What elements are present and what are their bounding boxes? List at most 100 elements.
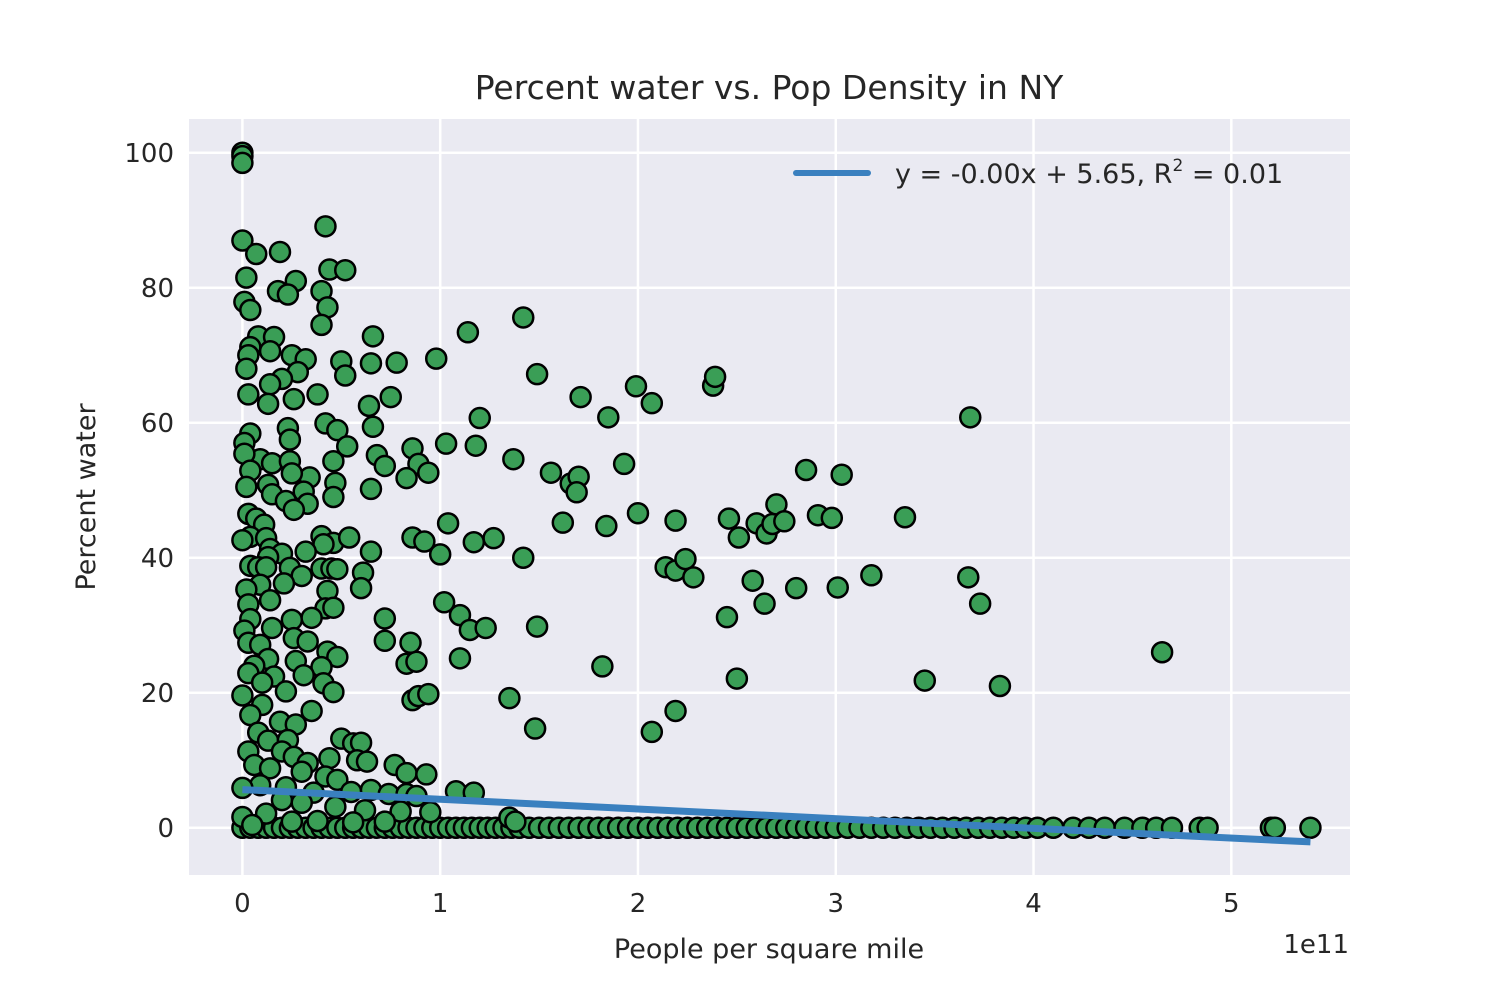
data-point bbox=[373, 629, 397, 653]
data-point bbox=[359, 352, 383, 375]
data-point bbox=[428, 543, 452, 566]
data-point bbox=[280, 608, 304, 632]
data-point bbox=[361, 325, 385, 348]
data-point bbox=[419, 800, 442, 824]
data-point bbox=[640, 720, 664, 744]
y-tick-label: 100 bbox=[124, 139, 174, 169]
data-point bbox=[474, 616, 497, 640]
legend-text-main: y = -0.00x + 5.65, R bbox=[895, 159, 1172, 190]
data-point bbox=[326, 557, 349, 581]
data-point bbox=[464, 434, 488, 457]
data-point bbox=[703, 365, 727, 389]
data-point bbox=[373, 607, 397, 630]
data-point bbox=[231, 528, 254, 552]
data-point bbox=[539, 461, 563, 484]
data-point bbox=[595, 514, 618, 538]
data-point bbox=[306, 383, 329, 406]
data-point bbox=[326, 418, 349, 442]
data-point bbox=[525, 615, 549, 638]
data-point bbox=[268, 240, 292, 264]
legend-text-suffix: = 0.01 bbox=[1183, 159, 1283, 190]
data-point bbox=[322, 449, 345, 473]
data-point bbox=[413, 530, 436, 553]
data-point bbox=[399, 631, 422, 655]
data-point bbox=[250, 671, 274, 694]
data-point bbox=[957, 566, 980, 589]
data-point bbox=[417, 461, 440, 484]
x-tick-label: 5 bbox=[1223, 889, 1240, 919]
data-point bbox=[359, 477, 383, 501]
data-point bbox=[258, 373, 282, 396]
data-point bbox=[968, 592, 992, 615]
data-point bbox=[314, 215, 337, 238]
data-point bbox=[260, 616, 284, 640]
data-point bbox=[335, 435, 359, 458]
data-point bbox=[359, 540, 383, 563]
data-point bbox=[355, 750, 379, 773]
data-point bbox=[1150, 641, 1174, 664]
x-tick-label: 0 bbox=[234, 889, 251, 919]
y-tick-labels: 0 20 40 60 80 100 bbox=[124, 139, 174, 844]
data-point bbox=[278, 428, 302, 451]
x-axis-label: People per square mile bbox=[614, 934, 924, 965]
data-point bbox=[1299, 816, 1322, 839]
data-point bbox=[830, 463, 853, 486]
data-point bbox=[794, 458, 818, 482]
data-point bbox=[448, 647, 472, 670]
y-tick-label: 20 bbox=[141, 679, 174, 709]
data-point bbox=[468, 406, 491, 430]
data-point bbox=[282, 387, 306, 411]
regression-line bbox=[242, 786, 1311, 846]
data-point bbox=[417, 682, 440, 706]
data-point bbox=[231, 684, 254, 707]
data-point bbox=[626, 501, 650, 525]
data-point bbox=[280, 462, 304, 485]
data-point bbox=[322, 485, 345, 509]
x-tick-label: 4 bbox=[1025, 889, 1042, 919]
data-point bbox=[239, 298, 262, 322]
y-tick-label: 60 bbox=[141, 409, 174, 439]
y-tick-label: 40 bbox=[141, 544, 174, 574]
data-point bbox=[300, 606, 323, 630]
data-point bbox=[893, 506, 917, 529]
data-point bbox=[664, 509, 687, 532]
data-point bbox=[462, 530, 486, 554]
data-point bbox=[565, 481, 588, 504]
legend: y = -0.00x + 5.65, R2 = 0.01 bbox=[793, 156, 1283, 190]
data-point bbox=[741, 569, 764, 592]
data-point bbox=[256, 392, 280, 416]
data-point bbox=[385, 351, 408, 374]
regression-line-layer bbox=[242, 786, 1311, 846]
data-point bbox=[379, 385, 402, 409]
data-point bbox=[640, 391, 664, 415]
data-point bbox=[436, 512, 460, 535]
data-point bbox=[525, 362, 549, 386]
y-axis-label: Percent water bbox=[71, 403, 102, 591]
x-tick-label: 2 bbox=[630, 889, 647, 919]
data-point bbox=[349, 576, 373, 600]
data-point bbox=[773, 510, 796, 533]
x-tick-labels: 0 1 2 3 4 5 bbox=[234, 889, 1239, 919]
data-point bbox=[569, 385, 592, 409]
data-point bbox=[512, 546, 535, 569]
legend-entry-label: y = -0.00x + 5.65, R2 = 0.01 bbox=[895, 156, 1283, 190]
data-point bbox=[512, 306, 535, 329]
data-point bbox=[498, 686, 521, 710]
data-point bbox=[231, 229, 254, 252]
data-points bbox=[231, 141, 1322, 839]
data-point bbox=[294, 540, 317, 563]
data-point bbox=[258, 339, 282, 363]
data-point bbox=[322, 596, 345, 619]
grid-lines bbox=[189, 119, 1350, 875]
data-point bbox=[361, 415, 385, 439]
data-point bbox=[296, 630, 319, 653]
data-point bbox=[715, 605, 739, 629]
data-point bbox=[244, 242, 268, 266]
data-point bbox=[231, 151, 254, 175]
data-point bbox=[276, 283, 300, 306]
data-point bbox=[324, 795, 347, 819]
data-point bbox=[318, 746, 341, 770]
data-point bbox=[282, 498, 306, 522]
